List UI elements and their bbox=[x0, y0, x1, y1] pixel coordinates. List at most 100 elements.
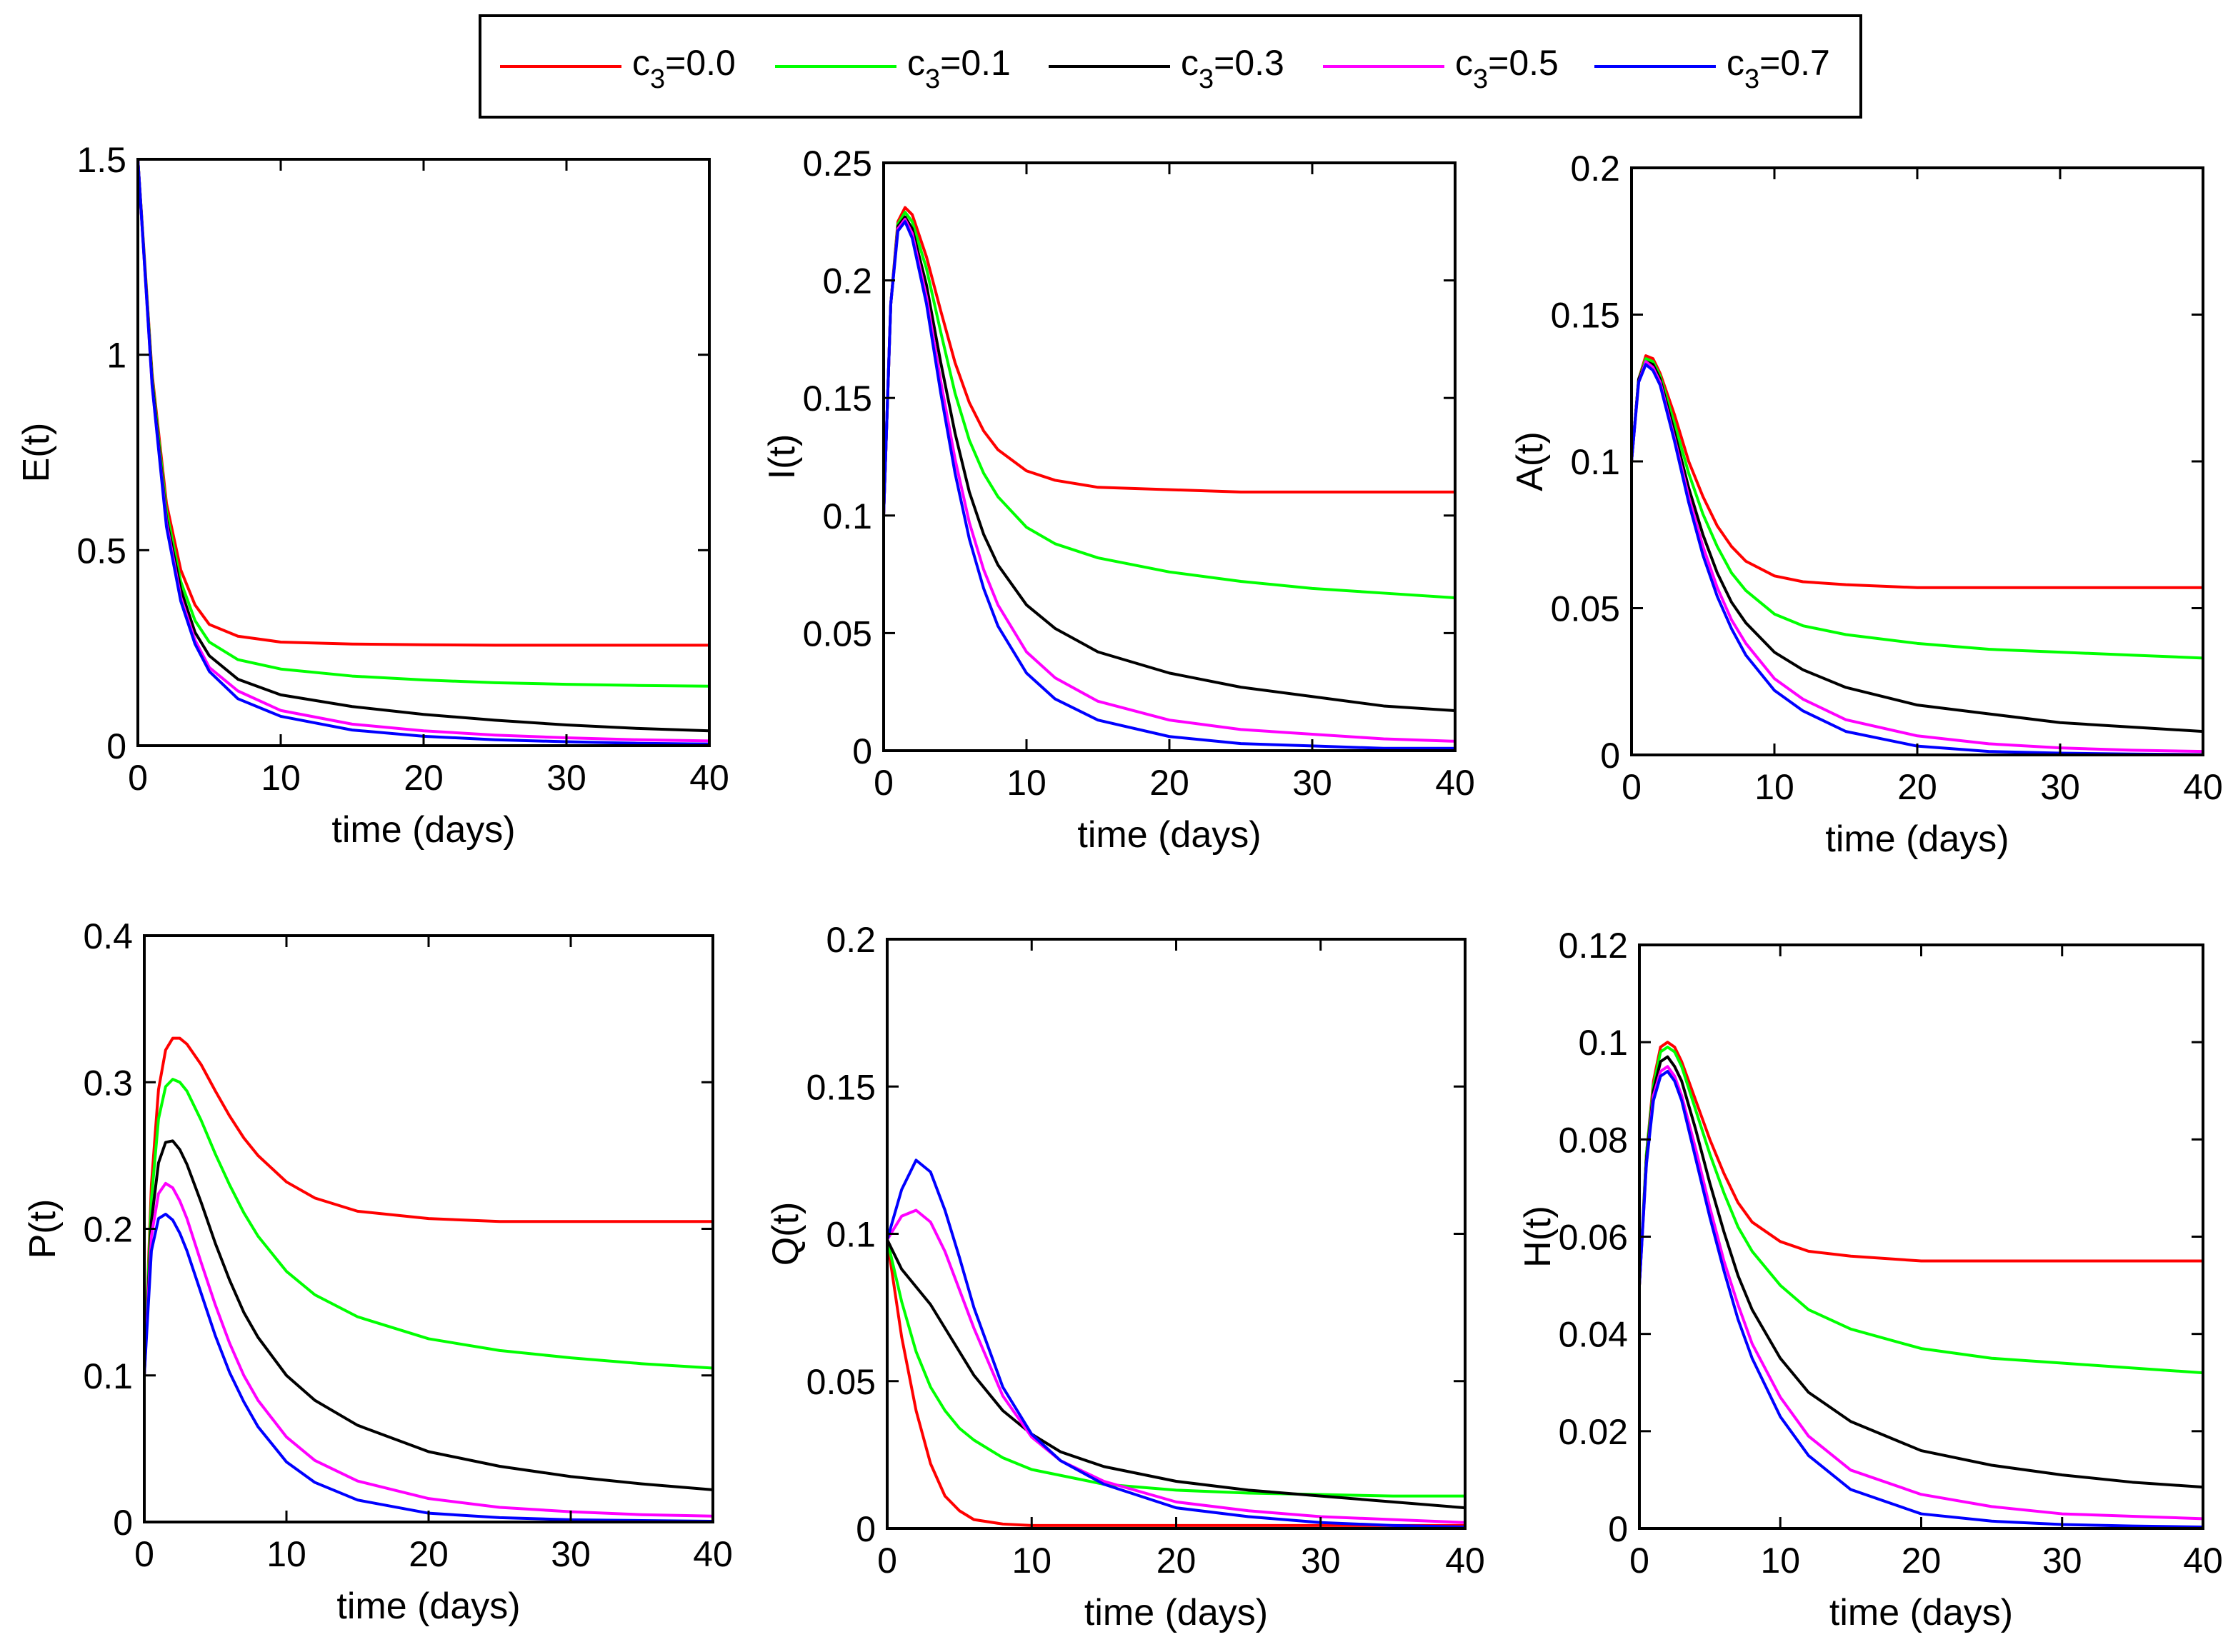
x-tick-label: 40 bbox=[1445, 1541, 1485, 1581]
y-tick-label: 0.1 bbox=[1578, 1023, 1628, 1063]
x-axis-label: time (days) bbox=[1825, 819, 2009, 860]
series-line-i-4 bbox=[884, 220, 1455, 750]
legend-label-value: =0.7 bbox=[1759, 43, 1830, 83]
x-tick-label: 0 bbox=[134, 1534, 154, 1574]
series-line-q-3 bbox=[887, 1208, 1465, 1524]
legend-label-base: c bbox=[1455, 43, 1473, 83]
x-tick-label: 40 bbox=[693, 1534, 733, 1574]
y-tick-label: 0.15 bbox=[803, 379, 872, 419]
panel-a: 0 10 20 30 40 0 0.05 0.1 0.15 0.2 time (days) A(t) bbox=[1509, 149, 2223, 860]
legend-label-sub: 3 bbox=[1473, 64, 1488, 94]
x-tick-label: 30 bbox=[1301, 1541, 1341, 1581]
y-tick-label: 0 bbox=[1608, 1509, 1628, 1549]
y-axis-label: E(t) bbox=[16, 423, 57, 483]
series-line-i-0 bbox=[884, 206, 1455, 517]
series-line-h-2 bbox=[1639, 1055, 2203, 1489]
x-tick-label: 10 bbox=[1760, 1541, 1800, 1581]
x-tick-label: 40 bbox=[2183, 767, 2223, 807]
y-axis-label: A(t) bbox=[1509, 431, 1551, 491]
series-line-q-4 bbox=[887, 1158, 1465, 1528]
x-tick-label: 10 bbox=[1006, 763, 1046, 803]
y-tick-label: 0.1 bbox=[822, 496, 872, 536]
series-line-a-3 bbox=[1632, 360, 2203, 754]
legend-label-base: c bbox=[632, 43, 650, 83]
x-axis-label: time (days) bbox=[1829, 1592, 2013, 1633]
y-tick-label: 0 bbox=[852, 731, 872, 771]
y-tick-label: 0.06 bbox=[1559, 1218, 1628, 1258]
y-tick-label: 0.05 bbox=[803, 614, 872, 654]
legend-label-4: c3=0.7 bbox=[1727, 43, 1830, 94]
y-tick-label: 0.2 bbox=[826, 920, 876, 960]
y-axis-label: H(t) bbox=[1517, 1206, 1559, 1268]
x-tick-label: 0 bbox=[1629, 1541, 1649, 1581]
y-tick-label: 0.25 bbox=[803, 144, 872, 184]
panel-p: 0 10 20 30 40 0 0.1 0.2 0.3 0.4 time (days) P(t) bbox=[22, 916, 733, 1627]
y-tick-label: 1 bbox=[106, 336, 126, 376]
legend-label-sub: 3 bbox=[1744, 64, 1759, 94]
x-axis-label: time (days) bbox=[1084, 1592, 1268, 1633]
y-tick-label: 0.2 bbox=[83, 1210, 133, 1250]
series-line-p-4 bbox=[144, 1212, 713, 1522]
series-line-h-4 bbox=[1639, 1070, 2203, 1528]
y-tick-label: 0.15 bbox=[1551, 296, 1620, 336]
legend-label-value: =0.3 bbox=[1214, 43, 1284, 83]
legend-label-base: c bbox=[1727, 43, 1744, 83]
panel-e: 0 10 20 30 40 0 0.5 1 1.5 time (days) E(t) bbox=[16, 140, 729, 851]
x-tick-label: 40 bbox=[689, 758, 729, 798]
x-axis-label: time (days) bbox=[336, 1586, 520, 1627]
series-line-e-4 bbox=[138, 159, 709, 746]
legend-label-3: c3=0.5 bbox=[1455, 43, 1559, 94]
y-tick-label: 0.15 bbox=[806, 1067, 876, 1107]
series-line-h-0 bbox=[1639, 1041, 2203, 1287]
x-tick-label: 20 bbox=[1149, 763, 1189, 803]
x-tick-label: 30 bbox=[2042, 1541, 2082, 1581]
y-tick-label: 0.2 bbox=[1570, 149, 1620, 189]
x-tick-label: 10 bbox=[266, 1534, 306, 1574]
series-line-a-2 bbox=[1632, 360, 2203, 734]
y-tick-label: 0.12 bbox=[1559, 926, 1628, 966]
series-line-q-0 bbox=[887, 1238, 1465, 1527]
x-axis-label: time (days) bbox=[1077, 814, 1261, 856]
x-tick-label: 20 bbox=[404, 758, 444, 798]
legend-label-sub: 3 bbox=[925, 64, 940, 94]
panel-q: 0 10 20 30 40 0 0.05 0.1 0.15 0.2 time (days) Q(t) bbox=[765, 920, 1485, 1633]
x-tick-label: 20 bbox=[1897, 767, 1937, 807]
y-axis-label: Q(t) bbox=[765, 1202, 806, 1266]
series-line-a-4 bbox=[1632, 363, 2203, 755]
y-tick-label: 0.4 bbox=[83, 916, 133, 956]
legend-label-sub: 3 bbox=[1199, 64, 1214, 94]
y-tick-label: 0.08 bbox=[1559, 1120, 1628, 1160]
y-tick-label: 0.04 bbox=[1559, 1315, 1628, 1355]
legend-label-value: =0.1 bbox=[940, 43, 1011, 83]
legend-label-base: c bbox=[907, 43, 925, 83]
y-tick-label: 0.1 bbox=[83, 1356, 133, 1396]
x-tick-label: 10 bbox=[1011, 1541, 1051, 1581]
x-tick-label: 20 bbox=[1902, 1541, 1942, 1581]
series-line-e-1 bbox=[138, 159, 709, 688]
x-tick-label: 40 bbox=[1435, 763, 1475, 803]
y-tick-label: 0.1 bbox=[826, 1215, 876, 1255]
y-tick-label: 0.05 bbox=[806, 1362, 876, 1402]
y-tick-label: 0.3 bbox=[83, 1063, 133, 1103]
y-axis-label: P(t) bbox=[22, 1199, 64, 1259]
x-tick-label: 0 bbox=[874, 763, 894, 803]
y-tick-label: 0.5 bbox=[76, 531, 126, 571]
x-tick-label: 30 bbox=[1292, 763, 1332, 803]
legend-label-2: c3=0.3 bbox=[1181, 43, 1284, 94]
panel-i: 0 10 20 30 40 0 0.05 0.1 0.15 0.2 0.25 time (days) I… bbox=[761, 144, 1475, 856]
series-line-p-0 bbox=[144, 1036, 713, 1377]
x-tick-label: 30 bbox=[546, 758, 586, 798]
x-tick-label: 30 bbox=[2040, 767, 2080, 807]
series-line-h-1 bbox=[1639, 1045, 2203, 1375]
legend-label-1: c3=0.1 bbox=[907, 43, 1011, 94]
x-axis-label: time (days) bbox=[331, 809, 515, 851]
x-tick-label: 0 bbox=[1622, 767, 1642, 807]
series-line-i-1 bbox=[884, 211, 1455, 600]
legend-label-base: c bbox=[1181, 43, 1199, 83]
legend-label-value: =0.5 bbox=[1488, 43, 1559, 83]
legend: c3=0.0 c3=0.1 c3=0.3 c3=0.5 c3=0.7 bbox=[479, 14, 1862, 119]
x-tick-label: 30 bbox=[551, 1534, 591, 1574]
y-tick-label: 0 bbox=[106, 726, 126, 766]
x-tick-label: 10 bbox=[261, 758, 301, 798]
